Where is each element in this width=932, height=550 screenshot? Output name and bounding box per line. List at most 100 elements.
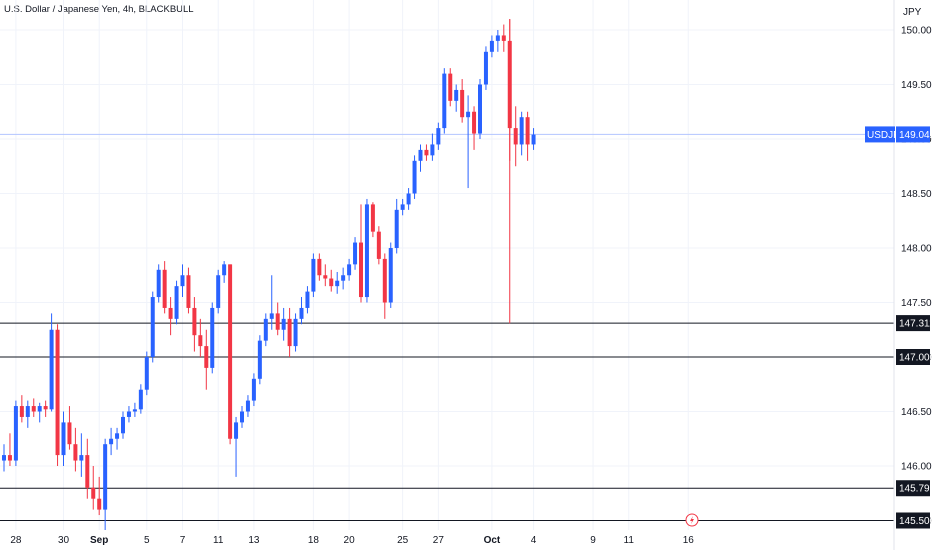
candle[interactable] [91,466,96,510]
candle[interactable] [370,202,375,238]
candle[interactable] [478,79,482,139]
candle[interactable] [347,258,352,281]
candle[interactable] [251,373,256,407]
candle[interactable] [150,291,155,363]
candle[interactable] [31,398,36,417]
time-tick-label: 25 [397,535,409,546]
candle[interactable] [257,335,262,385]
candle[interactable] [144,351,149,396]
candle[interactable] [495,30,500,52]
candle[interactable] [19,395,24,423]
candle[interactable] [25,400,30,428]
candle[interactable] [460,79,465,123]
candle[interactable] [216,269,221,314]
candle[interactable] [525,111,530,161]
candle[interactable] [103,438,108,532]
candle[interactable] [418,144,423,172]
candle[interactable] [472,106,477,150]
candle[interactable] [430,133,435,161]
candle[interactable] [186,267,191,314]
candle[interactable] [13,400,18,466]
candle[interactable] [55,324,60,466]
candle[interactable] [501,24,506,52]
candle[interactable] [204,329,209,390]
candle[interactable] [275,302,280,336]
candle[interactable] [436,122,441,150]
candle[interactable] [376,226,381,265]
candle[interactable] [305,286,310,314]
candle[interactable] [329,269,334,292]
candle[interactable] [335,271,340,294]
candle[interactable] [323,264,328,287]
candle[interactable] [85,438,90,499]
candle[interactable] [412,155,417,199]
candle[interactable] [281,307,286,341]
time-tick-label: 18 [308,535,320,546]
candle[interactable] [454,84,459,112]
candle[interactable] [73,427,78,472]
price-axis[interactable] [894,0,932,530]
candle[interactable] [109,427,114,456]
candle[interactable] [210,302,215,374]
candle-body [382,258,387,303]
candle[interactable] [168,297,173,336]
candle[interactable] [192,297,197,352]
candle[interactable] [228,264,233,445]
candle-body [269,313,274,319]
candle[interactable] [132,402,137,417]
candle[interactable] [531,128,536,150]
candle[interactable] [156,264,161,303]
candle[interactable] [222,261,227,283]
candle[interactable] [162,261,167,314]
candle[interactable] [489,35,494,58]
candle[interactable] [198,318,203,357]
candle[interactable] [448,68,453,107]
candle[interactable] [513,106,518,167]
candle[interactable] [2,444,6,472]
candle[interactable] [359,204,363,303]
candle[interactable] [37,402,42,423]
candle[interactable] [388,242,393,308]
candle[interactable] [245,395,250,417]
candle[interactable] [115,427,120,450]
candle[interactable] [483,46,488,90]
candle[interactable] [400,198,405,216]
candle[interactable] [299,297,304,325]
candle[interactable] [424,144,429,161]
candle[interactable] [341,267,346,290]
candle[interactable] [126,406,131,423]
candle[interactable] [121,411,125,439]
candle[interactable] [79,433,84,477]
candle[interactable] [287,307,292,357]
candle[interactable] [519,111,524,156]
candle[interactable] [67,406,72,450]
lightning-icon[interactable] [685,513,699,527]
candle[interactable] [49,313,54,412]
candle[interactable] [466,95,471,189]
candle[interactable] [269,275,274,330]
candle[interactable] [97,476,102,516]
candle[interactable] [311,253,316,298]
candle[interactable] [442,68,447,134]
candle[interactable] [180,264,185,298]
candle[interactable] [61,411,66,467]
candle-body [257,340,262,379]
candle[interactable] [234,416,239,477]
candle[interactable] [174,280,179,325]
candle[interactable] [382,253,387,319]
candle[interactable] [7,433,12,466]
candle[interactable] [43,400,48,417]
candle[interactable] [263,313,268,347]
candle[interactable] [406,188,411,210]
candle[interactable] [240,406,244,428]
candle-body [483,51,488,85]
candle-body [245,400,250,412]
candle[interactable] [353,237,358,270]
time-axis[interactable] [0,530,894,550]
candle[interactable] [138,384,143,414]
candle[interactable] [293,313,298,352]
candle[interactable] [364,198,369,303]
candle[interactable] [317,253,322,281]
candle[interactable] [394,198,399,254]
